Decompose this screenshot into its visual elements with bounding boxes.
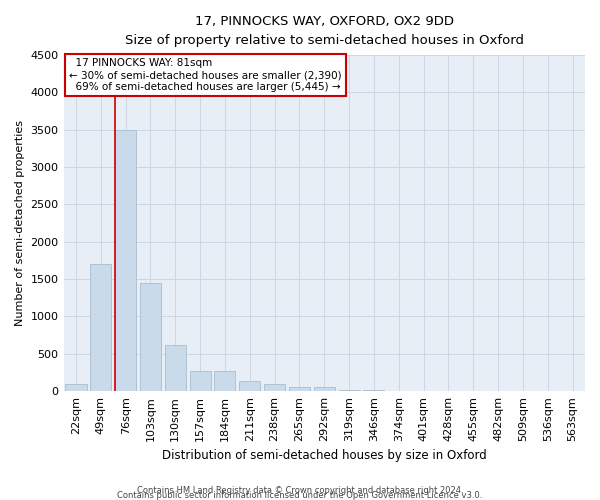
Y-axis label: Number of semi-detached properties: Number of semi-detached properties (15, 120, 25, 326)
Bar (115, 130, 136, 391)
Bar (314, 388, 335, 391)
Bar (289, 386, 310, 391)
Text: 17 PINNOCKS WAY: 81sqm  
← 30% of semi-detached houses are smaller (2,390)
  69%: 17 PINNOCKS WAY: 81sqm ← 30% of semi-det… (69, 58, 341, 92)
Bar (338, 390, 359, 391)
Title: 17, PINNOCKS WAY, OXFORD, OX2 9DD
Size of property relative to semi-detached hou: 17, PINNOCKS WAY, OXFORD, OX2 9DD Size o… (125, 15, 524, 47)
Bar (264, 384, 285, 391)
Bar (214, 371, 235, 391)
Text: Contains public sector information licensed under the Open Government Licence v3: Contains public sector information licen… (118, 491, 482, 500)
Bar (190, 370, 211, 391)
X-axis label: Distribution of semi-detached houses by size in Oxford: Distribution of semi-detached houses by … (162, 450, 487, 462)
Bar (239, 382, 260, 391)
Bar (364, 390, 385, 391)
Bar (165, 345, 186, 391)
Bar (65, 384, 86, 391)
Bar (140, 283, 161, 391)
Bar (90, 264, 112, 391)
Text: Contains HM Land Registry data © Crown copyright and database right 2024.: Contains HM Land Registry data © Crown c… (137, 486, 463, 495)
